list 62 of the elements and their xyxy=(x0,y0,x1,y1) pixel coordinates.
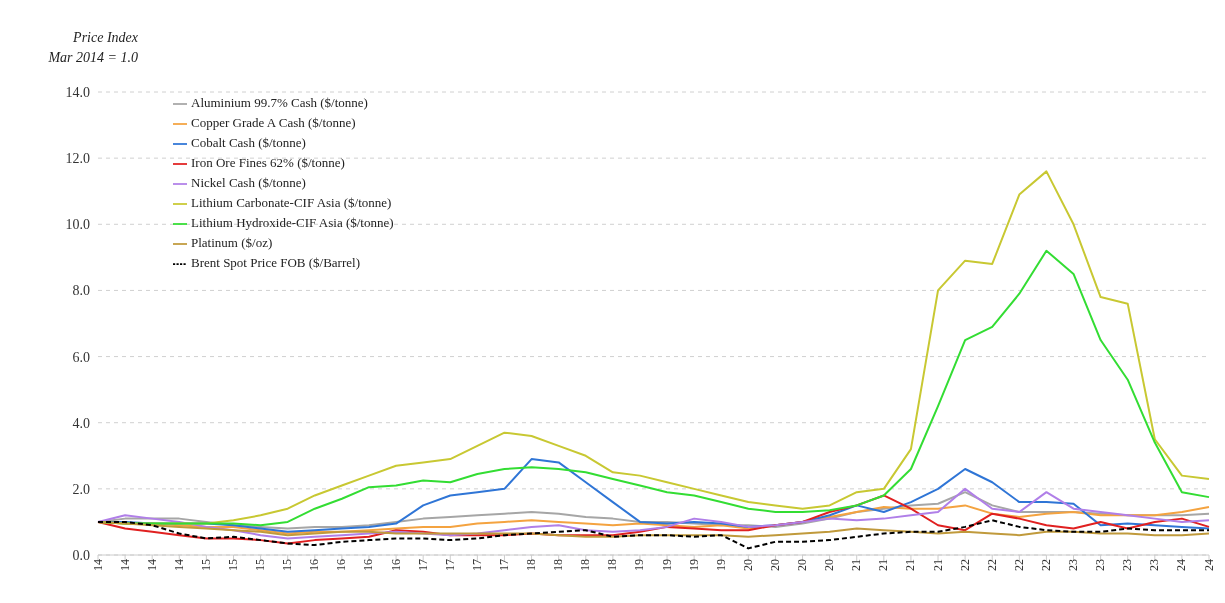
x-tick-label: 20 xyxy=(740,559,755,571)
x-tick-label: 23 xyxy=(1147,559,1162,571)
x-tick-label: 22 xyxy=(984,559,999,571)
x-tick-label: 17 xyxy=(442,559,457,571)
x-tick-label: 16 xyxy=(307,559,322,571)
x-tick-label: 21 xyxy=(930,559,945,571)
x-tick-label: 17 xyxy=(496,559,511,571)
x-tick-label: 20 xyxy=(822,559,837,571)
y-tick-label: 0.0 xyxy=(72,547,90,563)
x-tick-label: 22 xyxy=(1038,559,1053,571)
legend-label: Lithium Carbonate-CIF Asia ($/tonne) xyxy=(191,195,392,210)
y-tick-label: 4.0 xyxy=(72,415,90,431)
x-tick-label: 23 xyxy=(1066,559,1081,571)
y-tick-label: 12.0 xyxy=(65,151,90,167)
x-tick-label: 19 xyxy=(686,559,701,571)
x-tick-label: 16 xyxy=(361,559,376,571)
x-tick-label: 18 xyxy=(605,559,620,571)
x-tick-label: 15 xyxy=(226,559,241,571)
legend-label: Nickel Cash ($/tonne) xyxy=(191,175,306,190)
x-tick-label: 21 xyxy=(876,559,891,571)
x-tick-label: 20 xyxy=(795,559,810,571)
x-tick-label: 23 xyxy=(1093,559,1108,571)
x-tick-label: 23 xyxy=(1120,559,1135,571)
x-tick-label: 17 xyxy=(415,559,430,571)
x-tick-label: 14 xyxy=(117,559,132,571)
legend-label: Aluminium 99.7% Cash ($/tonne) xyxy=(191,95,368,110)
x-tick-label: 22 xyxy=(957,559,972,571)
legend-label: Brent Spot Price FOB ($/Barrel) xyxy=(191,255,360,270)
x-tick-label: 22 xyxy=(1011,559,1026,571)
x-tick-label: 15 xyxy=(253,559,268,571)
x-tick-label: 24 xyxy=(1174,559,1189,571)
y-axis-title: Price Index Mar 2014 = 1.0 xyxy=(47,30,139,65)
y-tick-label: 6.0 xyxy=(72,349,90,365)
line-series xyxy=(97,487,1210,540)
legend-label: Lithium Hydroxide-CIF Asia ($/tonne) xyxy=(191,215,394,230)
y-tick-label: 14.0 xyxy=(65,84,90,100)
x-tick-label: 15 xyxy=(280,559,295,571)
x-tick-label: 18 xyxy=(578,559,593,571)
legend-label: Platinum ($/oz) xyxy=(191,235,273,250)
x-tick-label: 14 xyxy=(90,559,105,571)
x-tick-label: 16 xyxy=(334,559,349,571)
legend-label: Copper Grade A Cash ($/tonne) xyxy=(191,115,356,130)
x-tick-label: 15 xyxy=(198,559,213,571)
y-tick-label: 10.0 xyxy=(65,217,90,233)
x-tick-label: 19 xyxy=(632,559,647,571)
y-tick-label: 2.0 xyxy=(72,481,90,497)
x-tick-label: 14 xyxy=(144,559,159,571)
x-tick-label: 21 xyxy=(903,559,918,571)
x-tick-label: 16 xyxy=(388,559,403,571)
x-tick-label: 21 xyxy=(849,559,864,571)
x-tick-label: 20 xyxy=(767,559,782,571)
legend-label: Cobalt Cash ($/tonne) xyxy=(191,135,306,150)
x-tick-label: 18 xyxy=(524,559,539,571)
line-series xyxy=(97,519,1210,550)
x-tick-label: 14 xyxy=(171,559,186,571)
legend-label: Iron Ore Fines 62% ($/tonne) xyxy=(191,155,345,170)
x-tick-label: 19 xyxy=(659,559,674,571)
x-tick-label: 19 xyxy=(713,559,728,571)
x-tick-label: 24 xyxy=(1201,559,1216,571)
y-tick-label: 8.0 xyxy=(72,283,90,299)
x-tick-label: 18 xyxy=(551,559,566,571)
x-tick-label: 17 xyxy=(469,559,484,571)
